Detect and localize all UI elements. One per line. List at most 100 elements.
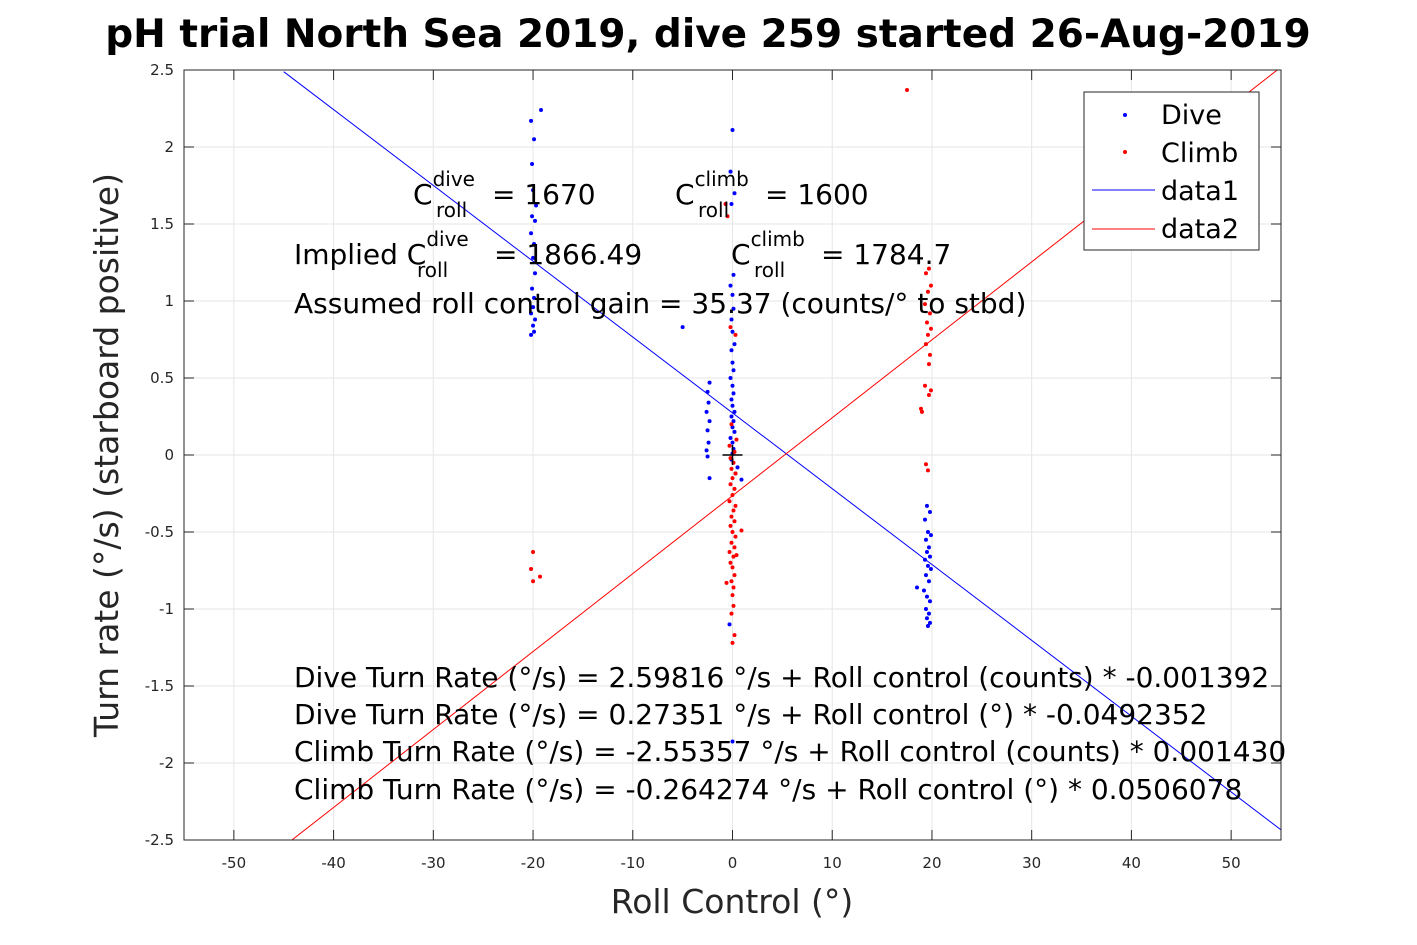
x-tick-label: 50 <box>1222 854 1241 872</box>
point-dive <box>926 611 931 616</box>
annotation-c-climb-base: C <box>675 178 695 211</box>
legend-dive-marker <box>1123 113 1127 117</box>
legend-box <box>1083 91 1260 251</box>
annotation-c-dive-value: = 1670 <box>492 178 596 211</box>
annotation-c-climb-sup: climb <box>695 167 749 191</box>
point-climb <box>923 271 928 276</box>
point-climb <box>731 585 736 590</box>
point-dive <box>730 440 735 445</box>
point-dive <box>706 440 711 445</box>
chart-title: pH trial North Sea 2019, dive 259 starte… <box>105 12 1310 57</box>
point-climb <box>922 302 927 307</box>
point-dive <box>529 231 534 236</box>
point-dive <box>704 409 709 414</box>
point-climb <box>723 201 728 206</box>
point-dive <box>914 585 919 590</box>
point-dive <box>707 476 712 481</box>
point-dive <box>730 383 735 388</box>
annotation-implied-climb-value: = 1784.7 <box>821 238 951 271</box>
point-climb <box>730 476 735 481</box>
point-climb <box>730 565 735 570</box>
point-dive <box>530 214 535 219</box>
y-tick-label: -1.5 <box>145 677 174 695</box>
x-tick-label: -30 <box>421 854 446 872</box>
point-dive <box>534 203 539 208</box>
point-climb <box>928 283 933 288</box>
point-climb <box>734 553 739 558</box>
y-tick-label: -0.5 <box>145 523 174 541</box>
point-climb <box>925 468 930 473</box>
point-climb <box>922 383 927 388</box>
annotation-implied-dive-base: Implied C <box>294 238 426 271</box>
point-dive <box>731 419 736 424</box>
annotation-implied-dive-value: = 1866.49 <box>494 238 642 271</box>
legend-dive-label: Dive <box>1161 100 1222 131</box>
x-tick-label: 10 <box>823 854 842 872</box>
annotation-implied-climb: Cclimb <box>731 227 805 271</box>
annotation-implied-dive-sub: roll <box>417 258 448 282</box>
point-dive <box>924 594 929 599</box>
annotation-implied-dive: Implied Cdive <box>294 227 469 271</box>
point-climb <box>733 534 738 539</box>
point-dive <box>731 368 736 373</box>
y-tick-label: 2 <box>164 138 174 156</box>
point-dive <box>707 419 712 424</box>
point-climb <box>905 88 910 93</box>
point-climb <box>730 493 735 498</box>
point-dive <box>730 425 735 430</box>
point-climb <box>732 545 737 550</box>
point-climb <box>928 388 933 393</box>
annotation-eq1: Dive Turn Rate (°/s) = 2.59816 °/s + Rol… <box>294 661 1269 694</box>
point-dive <box>529 311 534 316</box>
point-climb <box>923 462 928 467</box>
point-climb <box>728 456 733 461</box>
point-dive <box>925 563 930 568</box>
point-climb <box>731 508 736 513</box>
point-dive <box>739 477 744 482</box>
y-axis-label: Turn rate (°/s) (starboard positive) <box>87 173 126 738</box>
annotation-c-dive-sub: roll <box>436 198 467 222</box>
point-climb <box>918 406 923 411</box>
point-dive <box>731 272 736 277</box>
point-climb <box>729 466 734 471</box>
annotation-c-dive-base: C <box>413 178 433 211</box>
point-dive <box>729 317 734 322</box>
point-dive <box>729 348 734 353</box>
annotation-eq4: Climb Turn Rate (°/s) = -0.264274 °/s + … <box>294 773 1242 806</box>
point-climb <box>734 437 739 442</box>
point-climb <box>529 566 534 571</box>
point-dive <box>923 537 928 542</box>
point-dive <box>925 623 930 628</box>
point-dive <box>531 255 536 260</box>
point-dive <box>927 599 932 604</box>
annotation-c-climb-sub: roll <box>698 198 729 222</box>
point-dive <box>927 554 932 559</box>
annotations: Cdive roll = 1670 Cclimb roll = 1600 Imp… <box>294 167 1286 806</box>
annotation-c-dive-sup: dive <box>433 167 475 191</box>
point-climb <box>730 593 735 598</box>
point-climb <box>925 332 930 337</box>
point-dive <box>728 169 733 174</box>
point-dive <box>729 414 734 419</box>
point-climb <box>729 611 734 616</box>
point-climb <box>730 530 735 534</box>
point-dive <box>707 380 712 385</box>
point-dive <box>530 286 535 291</box>
point-climb <box>538 574 543 579</box>
point-dive <box>924 616 929 621</box>
x-tick-label: -20 <box>521 854 546 872</box>
point-dive <box>925 530 930 534</box>
y-tick-label: 0.5 <box>150 369 174 387</box>
point-dive <box>532 137 537 142</box>
x-tick-label: 20 <box>922 854 941 872</box>
legend-climb-marker <box>1123 150 1127 154</box>
point-dive <box>928 566 933 571</box>
annotation-implied-dive-sup: dive <box>426 227 468 251</box>
point-dive <box>731 306 736 311</box>
point-dive <box>924 503 929 508</box>
x-tick-label: 30 <box>1022 854 1041 872</box>
annotation-eq2: Dive Turn Rate (°/s) = 0.27351 °/s + Rol… <box>294 698 1207 731</box>
point-dive <box>531 305 536 310</box>
point-climb <box>727 443 732 448</box>
point-dive <box>731 391 736 396</box>
